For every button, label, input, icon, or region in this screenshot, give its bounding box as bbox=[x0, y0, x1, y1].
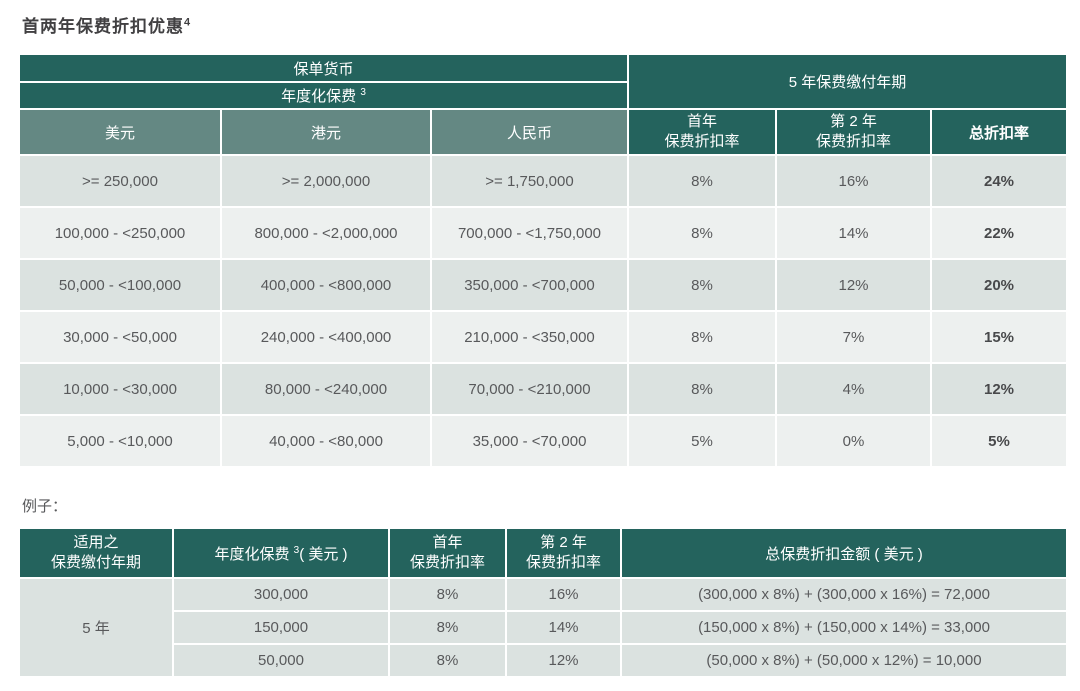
total-rate-cell: 12% bbox=[930, 362, 1068, 416]
discount-row: >= 250,000 >= 2,000,000 >= 1,750,000 8% … bbox=[18, 154, 1068, 208]
usd-range-cell: 30,000 - <50,000 bbox=[18, 310, 222, 364]
usd-range-cell: 100,000 - <250,000 bbox=[18, 206, 222, 260]
discount-row: 100,000 - <250,000 800,000 - <2,000,000 … bbox=[18, 206, 1068, 260]
header-first-year-discount: 首年 保费折扣率 bbox=[388, 527, 507, 579]
total-rate-cell: 5% bbox=[930, 414, 1068, 468]
usd-range-cell: 10,000 - <30,000 bbox=[18, 362, 222, 416]
rmb-range-cell: 35,000 - <70,000 bbox=[430, 414, 629, 468]
annualized-premium-footnote-3: 3 bbox=[360, 87, 366, 98]
premium-cell: 150,000 bbox=[172, 610, 390, 645]
page-title: 首两年保费折扣优惠4 bbox=[22, 12, 1080, 37]
formula-cell: (50,000 x 8%) + (50,000 x 12%) = 10,000 bbox=[620, 643, 1068, 678]
first-year-rate-cell: 8% bbox=[627, 154, 777, 208]
first-year-rate-cell: 8% bbox=[627, 310, 777, 364]
second-year-rate-cell: 14% bbox=[505, 610, 622, 645]
header-rmb: 人民币 bbox=[430, 108, 629, 156]
rmb-range-cell: 70,000 - <210,000 bbox=[430, 362, 629, 416]
first-year-rate-cell: 8% bbox=[627, 206, 777, 260]
formula-cell: (300,000 x 8%) + (300,000 x 16%) = 72,00… bbox=[620, 577, 1068, 612]
page-title-text: 首两年保费折扣优惠 bbox=[22, 17, 184, 36]
header-usd: 美元 bbox=[18, 108, 222, 156]
example-row: 150,000 8% 14% (150,000 x 8%) + (150,000… bbox=[19, 610, 1068, 645]
second-year-rate-cell: 14% bbox=[775, 206, 932, 260]
first-year-rate-cell: 8% bbox=[627, 362, 777, 416]
annualized-premium-footnote-3: 3 bbox=[293, 544, 300, 556]
second-year-rate-cell: 0% bbox=[775, 414, 932, 468]
header-annualized-premium: 年度化保费 3 bbox=[18, 81, 629, 110]
usd-range-cell: 5,000 - <10,000 bbox=[18, 414, 222, 468]
premium-cell: 50,000 bbox=[172, 643, 390, 678]
hkd-range-cell: 800,000 - <2,000,000 bbox=[220, 206, 432, 260]
rmb-range-cell: >= 1,750,000 bbox=[430, 154, 629, 208]
second-year-rate-cell: 16% bbox=[505, 577, 622, 612]
header-total-discount: 总折扣率 bbox=[930, 108, 1068, 156]
page-title-footnote-4: 4 bbox=[184, 16, 192, 29]
header-policy-currency: 保单货币 bbox=[18, 53, 629, 83]
header-annualized-premium-usd: 年度化保费 3( 美元 ) bbox=[172, 527, 390, 579]
example-row: 50,000 8% 12% (50,000 x 8%) + (50,000 x … bbox=[19, 643, 1068, 678]
payment-term-cell: 5 年 bbox=[18, 577, 174, 678]
total-rate-cell: 22% bbox=[930, 206, 1068, 260]
discount-row: 10,000 - <30,000 80,000 - <240,000 70,00… bbox=[18, 362, 1068, 416]
second-year-rate-cell: 4% bbox=[775, 362, 932, 416]
total-rate-cell: 24% bbox=[930, 154, 1068, 208]
example-row: 5 年 300,000 8% 16% (300,000 x 8%) + (300… bbox=[18, 577, 1068, 678]
discount-row: 50,000 - <100,000 400,000 - <800,000 350… bbox=[18, 258, 1068, 312]
header-second-year-discount: 第 2 年 保费折扣率 bbox=[775, 108, 932, 156]
second-year-rate-cell: 7% bbox=[775, 310, 932, 364]
first-year-rate-cell: 8% bbox=[388, 643, 507, 678]
total-rate-cell: 15% bbox=[930, 310, 1068, 364]
header-payment-term: 5 年保费缴付年期 bbox=[627, 53, 1068, 110]
discount-row: 30,000 - <50,000 240,000 - <400,000 210,… bbox=[18, 310, 1068, 364]
second-year-rate-cell: 12% bbox=[505, 643, 622, 678]
example-table: 适用之 保费缴付年期 年度化保费 3( 美元 ) 首年 保费折扣率 第 2 年 … bbox=[18, 527, 1068, 678]
first-year-rate-cell: 8% bbox=[627, 258, 777, 312]
total-rate-cell: 20% bbox=[930, 258, 1068, 312]
first-two-years-discount-table: 保单货币 5 年保费缴付年期 年度化保费 3 美元 港元 人民币 首年 保费折扣… bbox=[18, 53, 1068, 468]
header-annualized-premium-text: 年度化保费 bbox=[281, 88, 357, 105]
second-year-rate-cell: 12% bbox=[775, 258, 932, 312]
first-year-rate-cell: 5% bbox=[627, 414, 777, 468]
hkd-range-cell: 400,000 - <800,000 bbox=[220, 258, 432, 312]
header-annualized-premium-text: 年度化保费 bbox=[214, 545, 290, 563]
header-total-discount-amount: 总保费折扣金额 ( 美元 ) bbox=[620, 527, 1068, 579]
usd-range-cell: >= 250,000 bbox=[18, 154, 222, 208]
first-year-rate-cell: 8% bbox=[388, 610, 507, 645]
formula-cell: (150,000 x 8%) + (150,000 x 14%) = 33,00… bbox=[620, 610, 1068, 645]
hkd-range-cell: 40,000 - <80,000 bbox=[220, 414, 432, 468]
usd-range-cell: 50,000 - <100,000 bbox=[18, 258, 222, 312]
hkd-range-cell: >= 2,000,000 bbox=[220, 154, 432, 208]
header-hkd: 港元 bbox=[220, 108, 432, 156]
hkd-range-cell: 80,000 - <240,000 bbox=[220, 362, 432, 416]
rmb-range-cell: 210,000 - <350,000 bbox=[430, 310, 629, 364]
first-year-rate-cell: 8% bbox=[388, 577, 507, 612]
header-second-year-discount: 第 2 年 保费折扣率 bbox=[505, 527, 622, 579]
discount-row: 5,000 - <10,000 40,000 - <80,000 35,000 … bbox=[18, 414, 1068, 468]
premium-cell: 300,000 bbox=[172, 577, 390, 612]
hkd-range-cell: 240,000 - <400,000 bbox=[220, 310, 432, 364]
rmb-range-cell: 700,000 - <1,750,000 bbox=[430, 206, 629, 260]
header-annualized-premium-suffix: ( 美元 ) bbox=[299, 545, 348, 563]
example-label: 例子： bbox=[22, 498, 68, 515]
rmb-range-cell: 350,000 - <700,000 bbox=[430, 258, 629, 312]
second-year-rate-cell: 16% bbox=[775, 154, 932, 208]
header-first-year-discount: 首年 保费折扣率 bbox=[627, 108, 777, 156]
header-applicable-payment-term: 适用之 保费缴付年期 bbox=[18, 527, 174, 579]
